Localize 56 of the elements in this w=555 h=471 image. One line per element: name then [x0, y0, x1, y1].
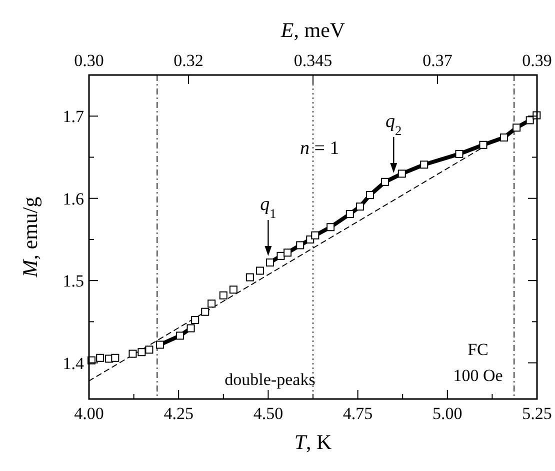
annotation: q$_{1}$: [260, 194, 276, 221]
x2-axis-title: E, meV: [280, 18, 346, 42]
x2-tick-label: 0.32: [174, 51, 204, 70]
point: [420, 160, 428, 169]
point: [479, 140, 488, 149]
point: [276, 252, 285, 260]
point: [266, 258, 274, 266]
point: [96, 354, 104, 362]
x-tick-label: 4.25: [164, 404, 194, 423]
point: [296, 241, 304, 250]
point: [138, 348, 146, 356]
x-tick-label: 5.00: [432, 404, 462, 423]
point: [326, 223, 335, 232]
x2-tick-label: 0.39: [522, 51, 552, 70]
x2-tick-label: 0.37: [422, 51, 453, 70]
annotation: q$_{2}$: [386, 110, 402, 138]
point: [500, 133, 508, 142]
point: [512, 124, 521, 132]
point: [256, 266, 264, 275]
x-tick-label: 4.50: [253, 404, 284, 423]
point: [128, 350, 137, 358]
annotation: 100 Oe: [453, 366, 503, 385]
point: [176, 332, 184, 340]
point: [111, 354, 120, 362]
x-axis-title: T, K: [294, 430, 332, 454]
point: [229, 286, 238, 294]
y-axis-title: M, emu/g: [18, 196, 42, 278]
point: [191, 316, 200, 324]
point: [145, 346, 154, 354]
point: [526, 116, 534, 124]
point: [346, 210, 354, 218]
y-tick-label: 1.5: [62, 272, 84, 291]
point: [186, 324, 195, 332]
x-tick-label: 4.75: [342, 404, 373, 423]
point: [156, 340, 164, 349]
x2-tick-label: 0.30: [74, 51, 104, 70]
y-tick-label: 1.7: [62, 107, 84, 126]
y-tick-label: 1.6: [62, 189, 84, 208]
x-tick-label: 5.25: [522, 404, 552, 423]
annotation: double-peaks: [224, 370, 316, 389]
annotation: n = 1: [300, 138, 340, 159]
point: [311, 231, 320, 240]
x2-tick-label: 0.345: [294, 51, 332, 70]
point: [219, 291, 228, 300]
point: [398, 170, 406, 178]
point: [246, 273, 254, 282]
point: [381, 178, 390, 186]
point: [208, 300, 216, 308]
x-tick-label: 4.00: [74, 404, 104, 423]
y-tick-label: 1.4: [62, 354, 84, 373]
point: [201, 308, 210, 316]
point: [356, 202, 364, 211]
point: [455, 150, 464, 158]
annotation: FC: [468, 340, 488, 359]
point: [284, 248, 292, 257]
point: [366, 191, 374, 200]
